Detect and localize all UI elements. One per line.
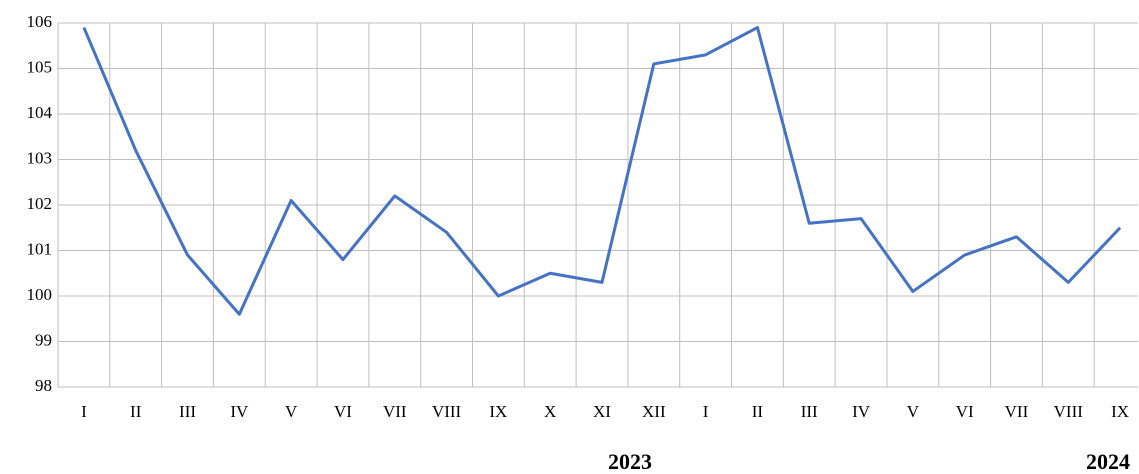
- x-tick-label: I: [703, 402, 709, 421]
- y-tick-label: 101: [27, 239, 53, 258]
- x-tick-label: III: [179, 402, 196, 421]
- x-tick-label: IX: [489, 402, 507, 421]
- x-tick-label: IV: [852, 402, 871, 421]
- x-tick-label: XI: [593, 402, 611, 421]
- x-tick-label: IV: [230, 402, 249, 421]
- x-tick-label: II: [752, 402, 764, 421]
- y-tick-label: 103: [27, 148, 53, 167]
- y-tick-label: 105: [27, 57, 53, 76]
- x-tick-label: XII: [642, 402, 666, 421]
- y-tick-label: 102: [27, 194, 53, 213]
- x-tick-label: VIII: [1054, 402, 1084, 421]
- y-tick-label: 100: [27, 285, 53, 304]
- x-tick-label: II: [130, 402, 142, 421]
- x-tick-label: VII: [1005, 402, 1029, 421]
- x-tick-label: I: [81, 402, 87, 421]
- year-label: 2024: [1086, 449, 1130, 474]
- x-tick-label: VI: [334, 402, 352, 421]
- x-tick-label: X: [544, 402, 556, 421]
- x-tick-label: VII: [383, 402, 407, 421]
- x-tick-label: VI: [956, 402, 974, 421]
- line-series: [82, 26, 1122, 316]
- y-tick-label: 99: [35, 330, 52, 349]
- x-tick-label: VIII: [432, 402, 462, 421]
- year-label: 2023: [608, 449, 652, 474]
- x-tick-label: IX: [1111, 402, 1129, 421]
- y-tick-label: 106: [27, 12, 53, 31]
- x-tick-label: V: [285, 402, 298, 421]
- y-tick-label: 104: [27, 103, 53, 122]
- x-tick-label: III: [801, 402, 818, 421]
- x-tick-label: V: [907, 402, 920, 421]
- y-tick-label: 98: [35, 376, 52, 395]
